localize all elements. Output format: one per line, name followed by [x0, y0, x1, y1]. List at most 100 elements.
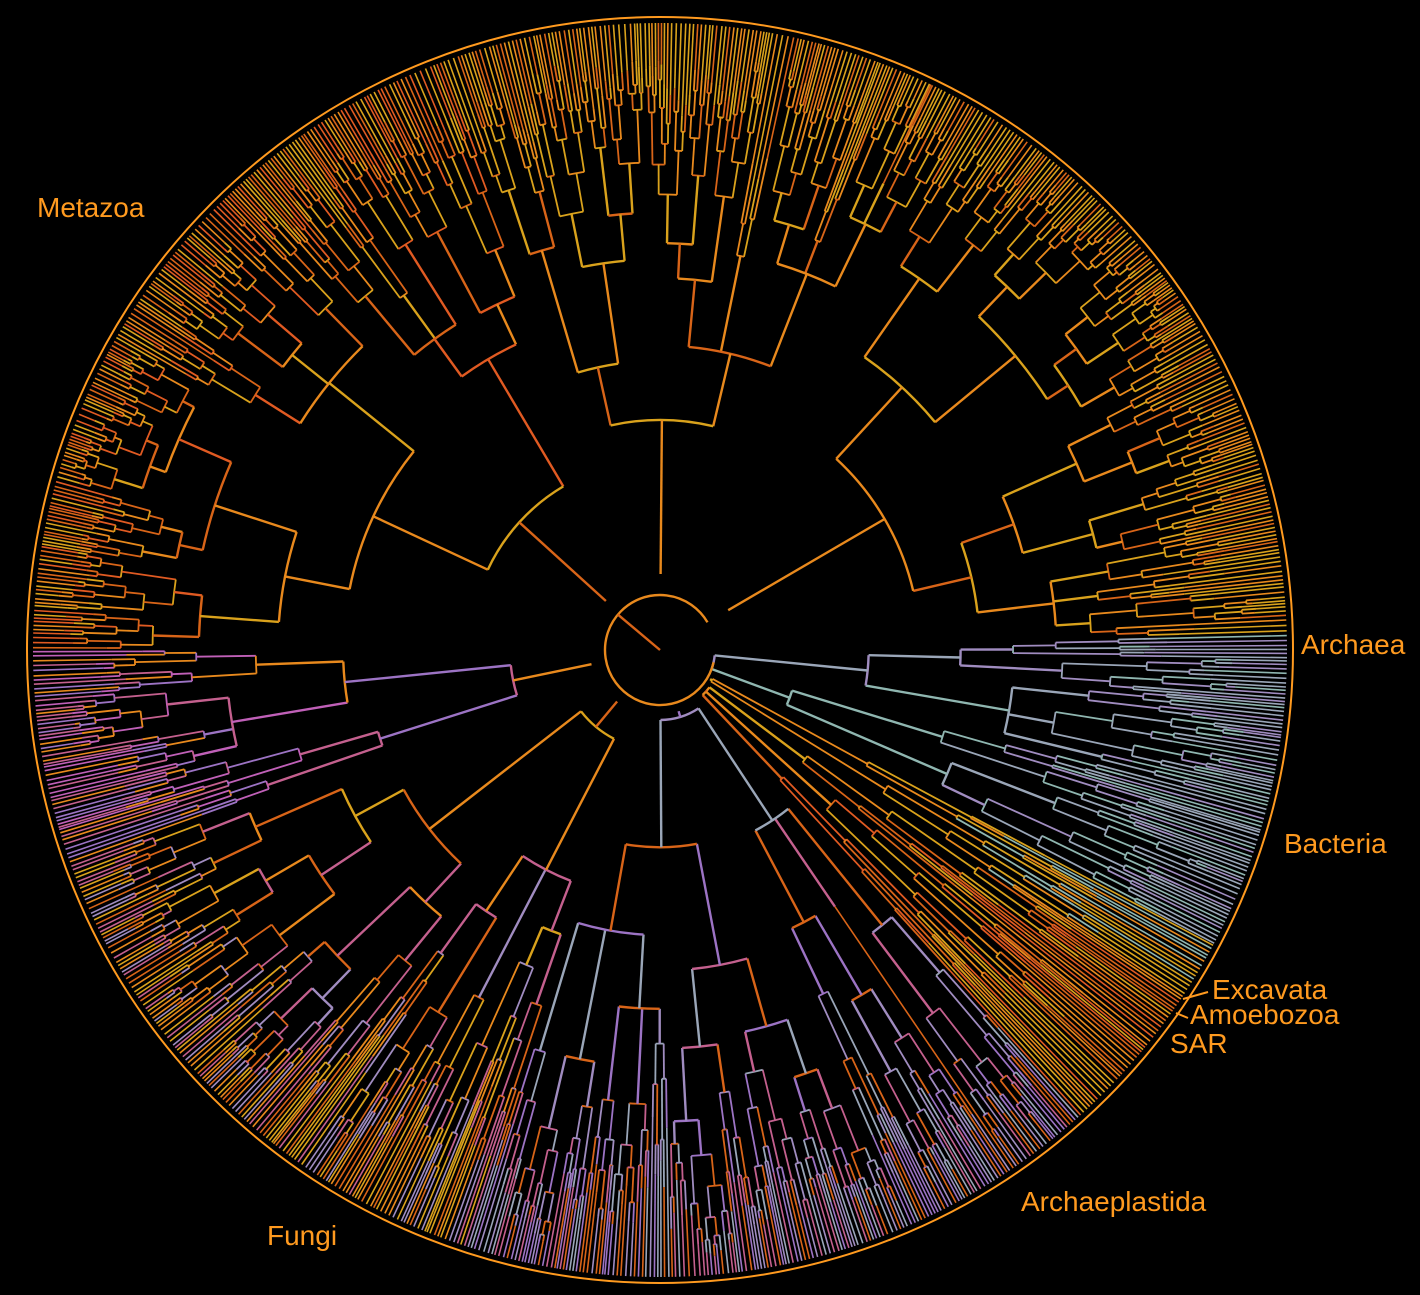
branch: [563, 30, 575, 94]
branch: [713, 1255, 718, 1275]
branch: [146, 389, 168, 402]
branch-arc: [435, 1165, 440, 1169]
branch: [123, 755, 139, 761]
branch: [550, 98, 558, 128]
branch-arc: [1195, 727, 1199, 733]
branch: [999, 205, 1007, 215]
branch: [288, 1067, 355, 1156]
branch: [75, 861, 116, 879]
branch: [548, 84, 554, 99]
branch: [933, 123, 940, 134]
branch: [1012, 686, 1089, 697]
branch-arc: [446, 182, 453, 187]
branch: [1215, 617, 1241, 621]
branch: [491, 1015, 512, 1062]
branch: [744, 1073, 754, 1109]
branch: [160, 788, 205, 803]
branch: [1140, 277, 1166, 297]
branch: [179, 996, 192, 1007]
branch: [80, 549, 91, 554]
branch: [1128, 889, 1150, 902]
branch: [578, 929, 607, 1060]
branch: [203, 1016, 214, 1025]
branch: [447, 59, 479, 142]
branch-arc: [751, 1205, 755, 1208]
branch-arc: [362, 197, 373, 206]
branch: [1138, 314, 1154, 325]
branch: [722, 101, 727, 118]
branch: [111, 496, 122, 501]
branch: [746, 1108, 760, 1167]
branch: [328, 1055, 351, 1083]
branch: [181, 357, 201, 370]
branch-arc: [113, 694, 116, 702]
branch-arc: [705, 1216, 716, 1219]
branch: [728, 1239, 734, 1273]
branch: [457, 56, 479, 115]
branch: [403, 155, 425, 195]
branch-arc: [701, 686, 711, 696]
branch-arc: [141, 921, 145, 925]
branch: [222, 936, 238, 948]
branch: [292, 201, 310, 222]
branch: [166, 696, 229, 706]
branch: [121, 790, 151, 801]
branch: [171, 672, 192, 676]
branch: [793, 84, 803, 113]
branch: [870, 1072, 894, 1118]
branch: [489, 105, 499, 127]
branch: [619, 214, 626, 261]
branch: [414, 214, 429, 238]
branch: [1160, 319, 1171, 327]
branch: [182, 303, 194, 313]
branch: [101, 689, 120, 693]
branch: [1135, 897, 1162, 912]
branch-arc: [731, 136, 739, 140]
branch: [182, 400, 195, 409]
branch: [285, 1059, 357, 1155]
branch: [358, 1112, 376, 1139]
branch: [768, 1207, 782, 1266]
branch: [953, 962, 977, 986]
branch: [1205, 717, 1283, 729]
branch: [941, 783, 986, 807]
branch: [792, 38, 802, 72]
branch: [104, 928, 129, 942]
branch: [1118, 637, 1158, 641]
branch: [1151, 323, 1162, 331]
branch: [977, 866, 1037, 908]
branch: [1107, 929, 1193, 983]
branch: [300, 1026, 322, 1051]
branch: [849, 1184, 856, 1198]
branch: [737, 111, 744, 139]
branch: [1120, 654, 1162, 657]
branch: [86, 888, 120, 905]
clade-label-metazoa: Metazoa: [37, 192, 145, 223]
branch: [1131, 302, 1147, 314]
branch: [993, 1128, 1000, 1137]
branch: [148, 285, 184, 312]
branch: [907, 78, 919, 102]
branch: [484, 91, 491, 107]
branch: [86, 526, 93, 530]
branch: [1210, 678, 1287, 684]
branch: [154, 916, 165, 924]
branch: [103, 500, 121, 507]
branch: [1006, 1074, 1014, 1084]
branch: [848, 89, 857, 107]
branch: [455, 114, 467, 140]
branch: [911, 842, 943, 868]
branch: [240, 183, 270, 216]
branch-arc: [1185, 523, 1188, 528]
branch: [984, 134, 1018, 182]
branch: [184, 761, 227, 774]
branch: [997, 1027, 1079, 1118]
branch: [690, 1215, 696, 1277]
branch: [802, 99, 808, 113]
branch: [993, 190, 1008, 210]
branch: [1044, 854, 1214, 947]
branch: [1056, 796, 1099, 814]
branch: [281, 219, 302, 243]
branch: [70, 435, 87, 443]
branch: [1122, 774, 1266, 815]
